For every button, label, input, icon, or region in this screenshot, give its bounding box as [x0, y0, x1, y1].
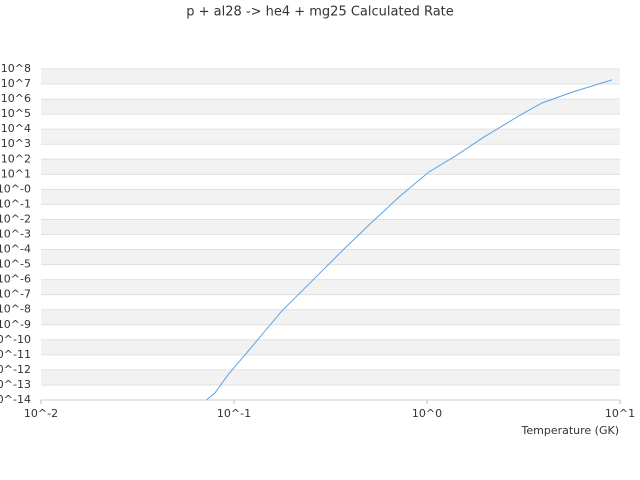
grid-band	[41, 249, 620, 265]
y-tick-label: 10^-14	[0, 393, 31, 406]
grid-band	[41, 69, 620, 85]
y-tick-label: 10^1	[1, 167, 31, 180]
y-tick-label: 10^-11	[0, 348, 31, 361]
y-tick-label: 10^-1	[0, 197, 31, 210]
grid-band	[41, 99, 620, 115]
y-tick-label: 10^-4	[0, 243, 31, 256]
y-tick-label: 10^7	[1, 77, 31, 90]
y-tick-label: 10^-12	[0, 363, 31, 376]
grid-band	[41, 309, 620, 325]
grid-band	[41, 129, 620, 145]
x-tick-label: 10^1	[605, 407, 635, 420]
y-tick-label: 10^-8	[0, 303, 31, 316]
x-axis-label: Temperature (GK)	[521, 424, 620, 437]
grid-band	[41, 219, 620, 235]
grid-band	[41, 369, 620, 385]
y-tick-label: 10^-10	[0, 333, 31, 346]
y-tick-label: 10^-13	[0, 378, 31, 391]
y-tick-label: 10^-9	[0, 318, 31, 331]
y-tick-label: 10^4	[1, 122, 31, 135]
x-tick-label: 10^-2	[24, 407, 58, 420]
grid-band	[41, 159, 620, 175]
line-series	[206, 79, 613, 401]
y-tick-label: 10^2	[1, 152, 31, 165]
y-tick-label: 10^8	[1, 62, 31, 75]
y-tick-label: 10^5	[1, 107, 31, 120]
y-tick-label: 10^-0	[0, 182, 31, 195]
grid-band	[41, 339, 620, 355]
x-tick-label: 10^0	[412, 407, 442, 420]
grid-band	[41, 189, 620, 205]
grid-band	[41, 279, 620, 295]
y-tick-label: 10^-3	[0, 228, 31, 241]
chart-title: p + al28 -> he4 + mg25 Calculated Rate	[186, 5, 454, 20]
y-tick-label: 10^6	[1, 92, 31, 105]
y-tick-label: 10^-5	[0, 258, 31, 271]
y-tick-label: 10^-2	[0, 212, 31, 225]
y-tick-label: 10^3	[1, 137, 31, 150]
y-tick-label: 10^-6	[0, 273, 31, 286]
y-tick-label: 10^-7	[0, 288, 31, 301]
x-tick-label: 10^-1	[217, 407, 251, 420]
